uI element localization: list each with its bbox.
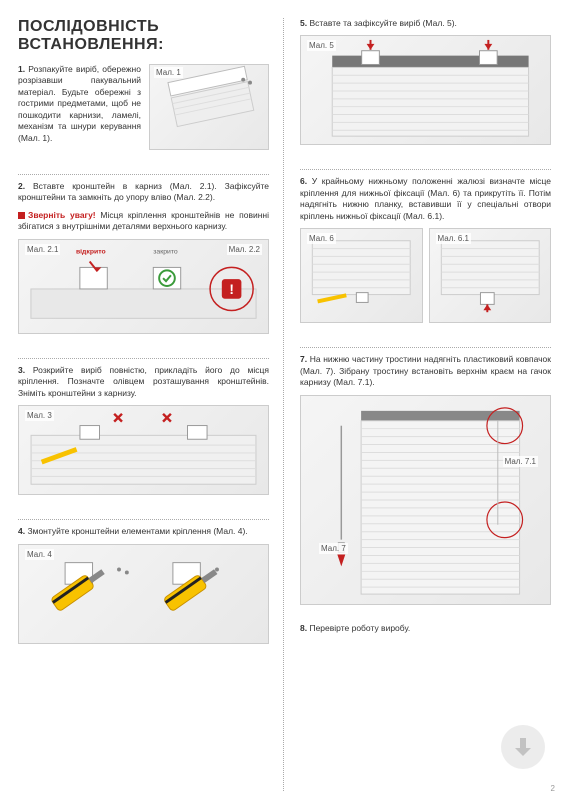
- step-2-num: 2.: [18, 181, 25, 191]
- step-2-warning: Зверніть увагу! Місця кріплення кронштей…: [18, 210, 269, 233]
- figure-4-svg: [19, 545, 268, 643]
- figure-3-svg: [19, 406, 268, 494]
- step-5-body: Вставте та зафіксуйте виріб (Мал. 5).: [309, 18, 456, 28]
- closed-label: закрито: [153, 249, 178, 256]
- svg-text:!: !: [229, 282, 234, 297]
- step-5: 5. Вставте та зафіксуйте виріб (Мал. 5).…: [300, 18, 551, 153]
- step-2: 2. Вставте кронштейн в карниз (Мал. 2.1)…: [18, 181, 269, 342]
- step-3-body: Розкрийте виріб повністю, прикладіть йог…: [18, 365, 269, 398]
- step-2-text: 2. Вставте кронштейн в карниз (Мал. 2.1)…: [18, 181, 269, 204]
- step-7-body: На нижню частину тростини надягніть плас…: [300, 354, 551, 387]
- step-7-num: 7.: [300, 354, 307, 364]
- step-6-body: У крайньому нижньому положенні жалюзі ви…: [300, 176, 551, 220]
- figure-3-label: Мал. 3: [25, 410, 54, 421]
- figure-21-label: Мал. 2.1: [25, 244, 60, 255]
- left-column: ПОСЛІДОВНІСТЬ ВСТАНОВЛЕННЯ: 1. Розпакуйт…: [18, 18, 284, 791]
- step-8-text: 8. Перевірте роботу виробу.: [300, 623, 551, 634]
- step-8-body: Перевірте роботу виробу.: [309, 623, 410, 633]
- divider: [300, 169, 551, 170]
- figure-6: Мал. 6: [300, 228, 423, 323]
- warning-label: Зверніть увагу!: [28, 210, 96, 220]
- figure-22-label: Мал. 2.2: [227, 244, 262, 255]
- divider: [18, 358, 269, 359]
- figure-4: Мал. 4: [18, 544, 269, 644]
- figure-2: Мал. 2.1 Мал. 2.2 відкрито закрито: [18, 239, 269, 334]
- figure-6-label: Мал. 6: [307, 233, 336, 244]
- step-3-text: 3. Розкрийте виріб повністю, прикладіть …: [18, 365, 269, 399]
- page-number: 2: [551, 784, 555, 793]
- open-label: відкрито: [76, 248, 106, 256]
- step-6-text: 6. У крайньому нижньому положенні жалюзі…: [300, 176, 551, 222]
- divider: [18, 174, 269, 175]
- warning-icon: [18, 212, 25, 219]
- figure-6-row: Мал. 6: [300, 228, 551, 331]
- step-4-num: 4.: [18, 526, 25, 536]
- step-2-body: Вставте кронштейн в карниз (Мал. 2.1). З…: [18, 181, 269, 202]
- step-5-num: 5.: [300, 18, 307, 28]
- figure-71-label: Мал. 7.1: [503, 456, 538, 467]
- figure-5-label: Мал. 5: [307, 40, 336, 51]
- divider: [300, 347, 551, 348]
- step-4-body: Змонтуйте кронштейни елементами кріпленн…: [27, 526, 247, 536]
- step-1-num: 1.: [18, 64, 25, 74]
- step-6-num: 6.: [300, 176, 307, 186]
- figure-3: Мал. 3: [18, 405, 269, 495]
- figure-61: Мал. 6.1: [429, 228, 552, 323]
- instruction-page: ПОСЛІДОВНІСТЬ ВСТАНОВЛЕННЯ: 1. Розпакуйт…: [0, 0, 565, 799]
- figure-1-label: Мал. 1: [154, 67, 183, 78]
- page-title: ПОСЛІДОВНІСТЬ ВСТАНОВЛЕННЯ:: [18, 18, 269, 54]
- figure-61-label: Мал. 6.1: [436, 233, 471, 244]
- step-1-body: Розпакуйте виріб, обережно розрізавши па…: [18, 64, 141, 143]
- figure-7-label: Мал. 7: [319, 543, 348, 554]
- figure-1: Мал. 1: [149, 64, 269, 150]
- figure-7: Мал. 7 Мал. 7.1: [300, 395, 551, 605]
- figure-5: Мал. 5: [300, 35, 551, 145]
- step-7-text: 7. На нижню частину тростини надягніть п…: [300, 354, 551, 388]
- figure-4-label: Мал. 4: [25, 549, 54, 560]
- step-7: 7. На нижню частину тростини надягніть п…: [300, 354, 551, 612]
- step-8-num: 8.: [300, 623, 307, 633]
- figure-7-svg: [301, 396, 550, 604]
- step-3: 3. Розкрийте виріб повністю, прикладіть …: [18, 365, 269, 503]
- step-6: 6. У крайньому нижньому положенні жалюзі…: [300, 176, 551, 331]
- figure-5-svg: [301, 36, 550, 144]
- step-4: 4. Змонтуйте кронштейни елементами кріпл…: [18, 526, 269, 651]
- step-4-text: 4. Змонтуйте кронштейни елементами кріпл…: [18, 526, 269, 537]
- step-5-text: 5. Вставте та зафіксуйте виріб (Мал. 5).: [300, 18, 551, 29]
- right-column: 5. Вставте та зафіксуйте виріб (Мал. 5).…: [300, 18, 551, 791]
- step-1: 1. Розпакуйте виріб, обережно розрізавши…: [18, 64, 269, 158]
- divider: [18, 519, 269, 520]
- step-3-num: 3.: [18, 365, 25, 375]
- step-1-text: 1. Розпакуйте виріб, обережно розрізавши…: [18, 64, 141, 144]
